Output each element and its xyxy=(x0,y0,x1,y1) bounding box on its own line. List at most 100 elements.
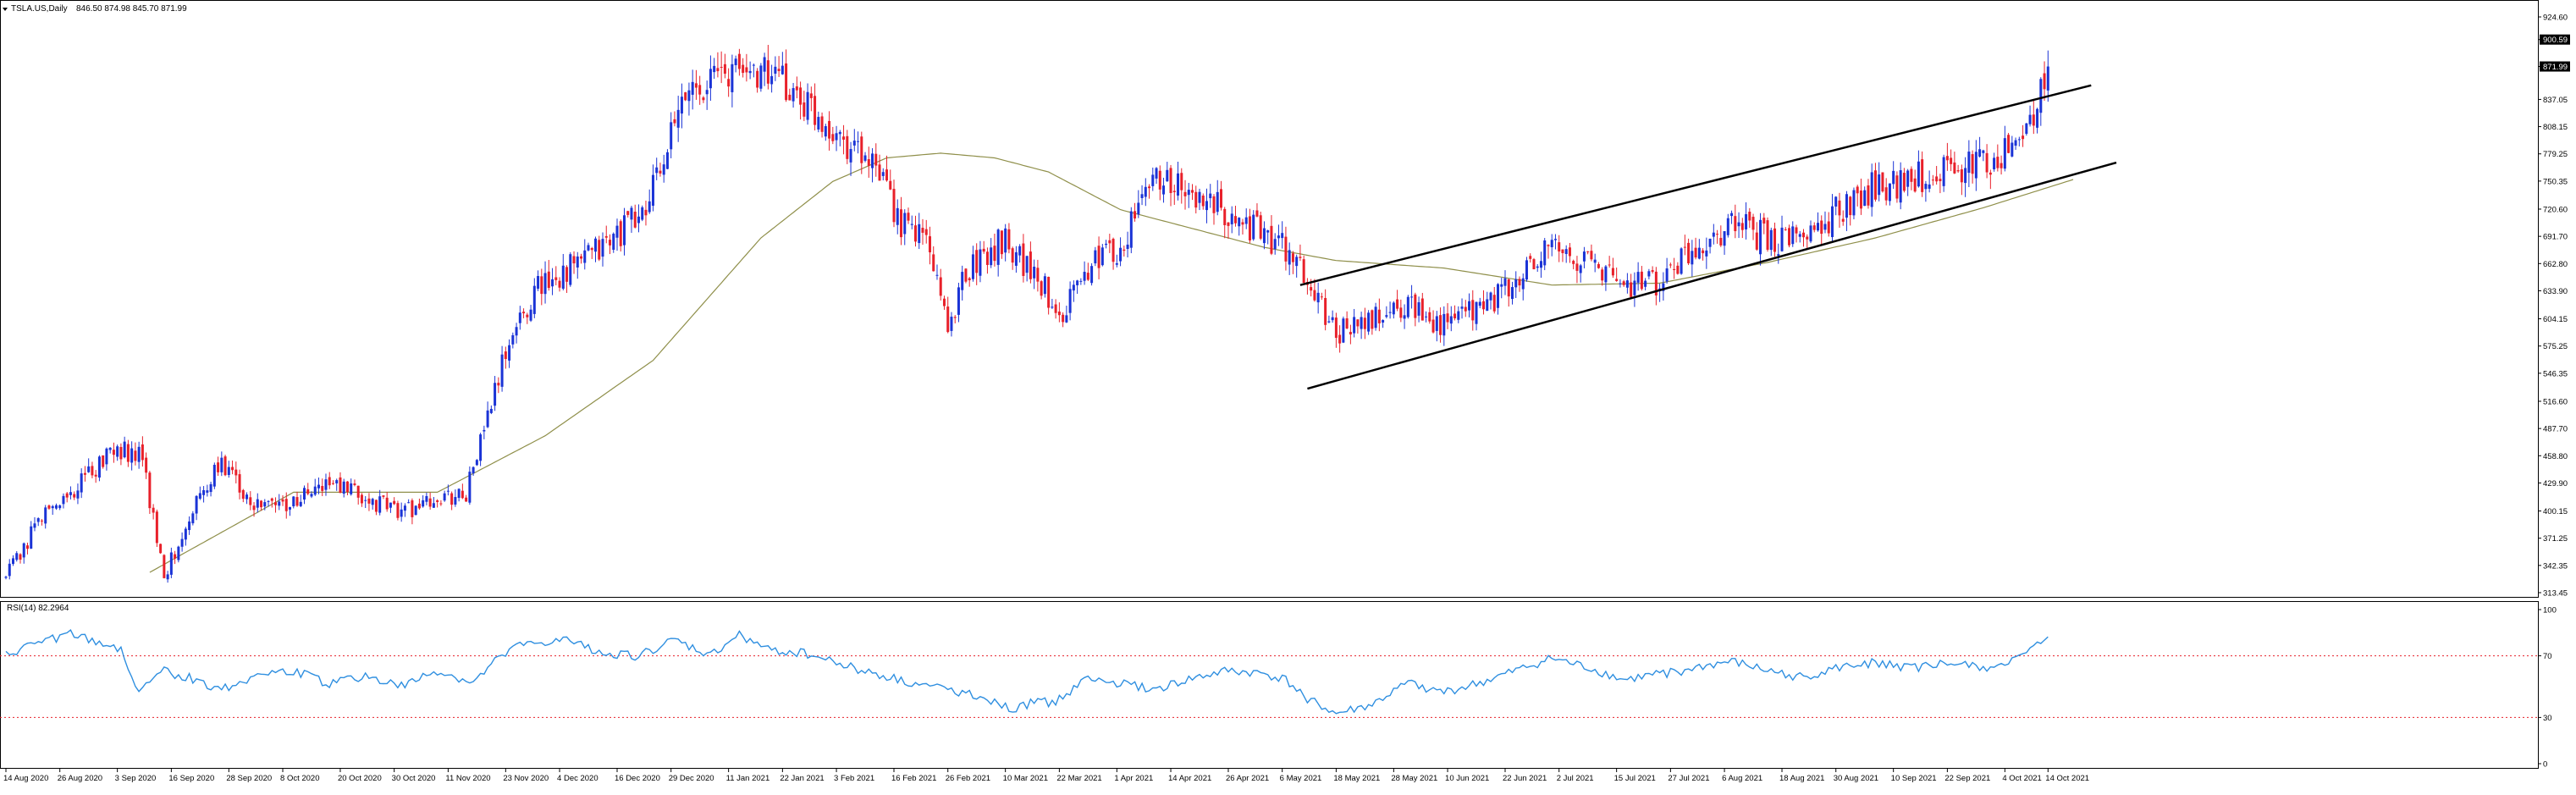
candle xyxy=(414,505,417,516)
candle xyxy=(1033,259,1036,290)
candle xyxy=(356,485,360,505)
candle xyxy=(670,112,673,158)
candle xyxy=(985,247,989,274)
candle xyxy=(1590,244,1593,262)
candle xyxy=(428,492,432,510)
candle xyxy=(36,517,40,527)
candle xyxy=(1766,217,1769,252)
candle xyxy=(62,493,65,509)
candle xyxy=(2025,123,2028,136)
candle xyxy=(1830,194,1834,243)
candle xyxy=(604,225,608,244)
candle xyxy=(1119,237,1123,267)
candle xyxy=(932,246,935,272)
candle xyxy=(1547,244,1550,259)
candle xyxy=(1510,281,1514,305)
candle xyxy=(1791,221,1795,247)
candle xyxy=(569,251,572,287)
candle xyxy=(1769,227,1773,257)
candle xyxy=(94,470,97,483)
candle xyxy=(1586,251,1590,255)
candle xyxy=(756,68,759,93)
candle xyxy=(155,509,158,548)
candle xyxy=(475,459,478,467)
candle xyxy=(1453,305,1457,321)
candle xyxy=(885,155,889,182)
candle xyxy=(1201,193,1205,210)
time-tick-label: 22 Sep 2021 xyxy=(1944,774,1990,783)
candle xyxy=(979,240,982,283)
price-tick-label: 720.60 xyxy=(2543,205,2568,214)
candle xyxy=(1755,222,1758,251)
candle xyxy=(903,209,907,246)
candle xyxy=(874,143,878,177)
candle xyxy=(1622,279,1625,287)
time-tick-label: 30 Aug 2021 xyxy=(1834,774,1878,783)
candle xyxy=(1057,302,1061,323)
candle xyxy=(1090,262,1094,286)
rsi-tick-label: 100 xyxy=(2543,606,2557,616)
candle xyxy=(1270,215,1273,256)
candle xyxy=(1177,162,1180,201)
candle xyxy=(335,478,339,491)
candle xyxy=(1773,222,1777,257)
candle xyxy=(1521,273,1525,301)
price-tick-label: 750.35 xyxy=(2543,177,2568,186)
candle xyxy=(345,481,349,495)
candle xyxy=(1334,312,1338,348)
candle xyxy=(633,204,637,229)
candle xyxy=(1751,213,1755,240)
candle xyxy=(1651,266,1654,274)
time-tick-label: 16 Feb 2021 xyxy=(891,774,936,783)
candle xyxy=(195,494,198,521)
time-tick-label: 1 Apr 2021 xyxy=(1114,774,1153,783)
candle xyxy=(1155,167,1158,185)
candle xyxy=(561,253,565,290)
triangle-down-icon[interactable] xyxy=(3,8,8,11)
candle xyxy=(454,489,457,507)
candle xyxy=(1931,174,1934,186)
candle xyxy=(1428,306,1431,324)
candle xyxy=(1662,272,1665,301)
candle xyxy=(1572,259,1575,270)
candle xyxy=(403,503,406,517)
candle xyxy=(698,75,702,105)
candle xyxy=(2000,155,2003,175)
symbol-label: TSLA.US,Daily xyxy=(11,4,68,14)
candle xyxy=(1737,212,1740,239)
candle xyxy=(863,152,867,163)
candle xyxy=(508,339,511,368)
candle xyxy=(1558,235,1561,262)
candle xyxy=(1788,224,1791,248)
candle xyxy=(1449,306,1453,332)
candle xyxy=(281,494,284,506)
candle xyxy=(777,56,781,77)
candle xyxy=(745,53,748,82)
time-tick-label: 10 Sep 2021 xyxy=(1891,774,1937,783)
candle xyxy=(964,268,968,284)
candle xyxy=(957,282,960,323)
candle xyxy=(662,154,665,183)
candle xyxy=(641,205,644,222)
candle xyxy=(1935,166,1939,185)
candle xyxy=(1291,251,1294,274)
candle xyxy=(227,461,230,478)
candle xyxy=(659,163,662,177)
candle xyxy=(716,52,720,78)
candle xyxy=(809,86,813,112)
candle xyxy=(350,478,353,496)
candle xyxy=(1115,254,1118,268)
candle xyxy=(11,555,14,566)
candle xyxy=(1367,310,1371,335)
candle xyxy=(486,401,489,428)
price-tag-box xyxy=(2540,34,2570,45)
candle xyxy=(583,239,587,270)
candle xyxy=(1564,245,1568,263)
candle xyxy=(1950,149,1953,172)
candle xyxy=(295,491,299,507)
candle xyxy=(468,466,472,505)
candle xyxy=(1284,226,1288,271)
candle xyxy=(1382,319,1385,328)
rsi-axis: 100 70 30 0 xyxy=(2538,606,2557,770)
